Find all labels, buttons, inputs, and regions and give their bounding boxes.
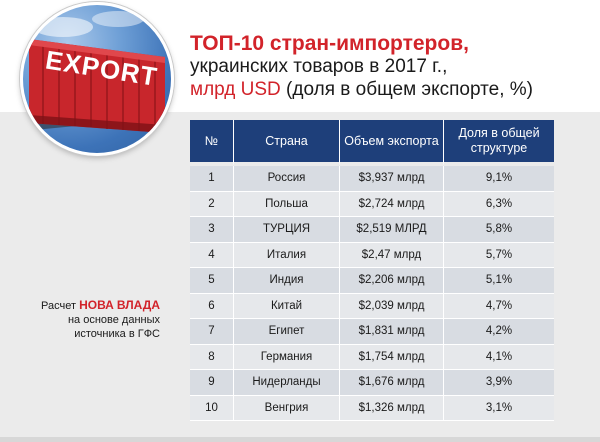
cell-share: 3,9% [444, 370, 554, 396]
cell-country: Индия [234, 268, 340, 294]
cell-share: 9,1% [444, 166, 554, 192]
source-line-1: Расчет НОВА ВЛАДА [20, 298, 160, 313]
cell-number: 5 [190, 268, 234, 294]
cell-number: 1 [190, 166, 234, 192]
cell-country: Италия [234, 242, 340, 268]
cell-volume: $2,039 млрд [340, 293, 444, 319]
table-row: 2 Польша $2,724 млрд 6,3% [190, 191, 554, 217]
source-line-3: источника в ГФС [74, 328, 160, 340]
cell-share: 5,1% [444, 268, 554, 294]
bottom-rule [0, 437, 600, 442]
cell-country: Нидерланды [234, 370, 340, 396]
cell-country: Китай [234, 293, 340, 319]
cell-volume: $2,47 млрд [340, 242, 444, 268]
table-row: 8 Германия $1,754 млрд 4,1% [190, 344, 554, 370]
table-row: 7 Египет $1,831 млрд 4,2% [190, 319, 554, 345]
cell-country: Венгрия [234, 395, 340, 421]
cell-volume: $2,724 млрд [340, 191, 444, 217]
column-header-volume: Объем экспорта [340, 120, 444, 166]
column-header-number: № [190, 120, 234, 166]
cell-country: Египет [234, 319, 340, 345]
table-row: 9 Нидерланды $1,676 млрд 3,9% [190, 370, 554, 396]
title-line-3: млрд USD (доля в общем экспорте, %) [190, 78, 590, 101]
cell-volume: $1,831 млрд [340, 319, 444, 345]
cell-country: Россия [234, 166, 340, 192]
source-note: Расчет НОВА ВЛАДА на основе данных источ… [20, 298, 160, 341]
cell-volume: $2,519 МЛРД [340, 217, 444, 243]
cell-number: 10 [190, 395, 234, 421]
brand-logo-vlada: ВЛАДА [116, 298, 160, 312]
table-row: 4 Италия $2,47 млрд 5,7% [190, 242, 554, 268]
table-row: 3 ТУРЦИЯ $2,519 МЛРД 5,8% [190, 217, 554, 243]
column-header-country: Страна [234, 120, 340, 166]
title-unit: млрд USD [190, 79, 281, 100]
table-header-row: № Страна Объем экспорта Доля в общей стр… [190, 120, 554, 166]
cell-share: 4,1% [444, 344, 554, 370]
export-container-illustration [23, 11, 171, 133]
cell-number: 4 [190, 242, 234, 268]
source-prefix: Расчет [41, 300, 80, 312]
cell-number: 7 [190, 319, 234, 345]
cell-volume: $3,937 млрд [340, 166, 444, 192]
importers-table: № Страна Объем экспорта Доля в общей стр… [190, 120, 554, 421]
cell-number: 2 [190, 191, 234, 217]
table-row: 5 Индия $2,206 млрд 5,1% [190, 268, 554, 294]
cell-share: 4,2% [444, 319, 554, 345]
table-row: 6 Китай $2,039 млрд 4,7% [190, 293, 554, 319]
infographic-title: ТОП-10 стран-импортеров, украинских това… [190, 32, 590, 101]
table-row: 10 Венгрия $1,326 млрд 3,1% [190, 395, 554, 421]
cell-volume: $1,326 млрд [340, 395, 444, 421]
cell-number: 8 [190, 344, 234, 370]
cell-volume: $1,676 млрд [340, 370, 444, 396]
cell-share: 5,8% [444, 217, 554, 243]
cell-volume: $2,206 млрд [340, 268, 444, 294]
cell-share: 4,7% [444, 293, 554, 319]
cell-country: Германия [234, 344, 340, 370]
table-row: 1 Россия $3,937 млрд 9,1% [190, 166, 554, 192]
column-header-share: Доля в общей структуре [444, 120, 554, 166]
cell-share: 5,7% [444, 242, 554, 268]
brand-logo-nova: НОВА [79, 298, 114, 312]
title-line-2: украинских товаров в 2017 г., [190, 56, 448, 77]
source-line-2: на основе данных [67, 314, 160, 326]
cell-country: ТУРЦИЯ [234, 217, 340, 243]
title-line-1: ТОП-10 стран-импортеров, [190, 32, 469, 55]
cell-share: 6,3% [444, 191, 554, 217]
cell-volume: $1,754 млрд [340, 344, 444, 370]
export-container-image: EXPORT [20, 2, 174, 156]
cell-share: 3,1% [444, 395, 554, 421]
cell-number: 9 [190, 370, 234, 396]
title-unit-note: (доля в общем экспорте, %) [280, 79, 533, 100]
cell-number: 3 [190, 217, 234, 243]
cell-number: 6 [190, 293, 234, 319]
cell-country: Польша [234, 191, 340, 217]
